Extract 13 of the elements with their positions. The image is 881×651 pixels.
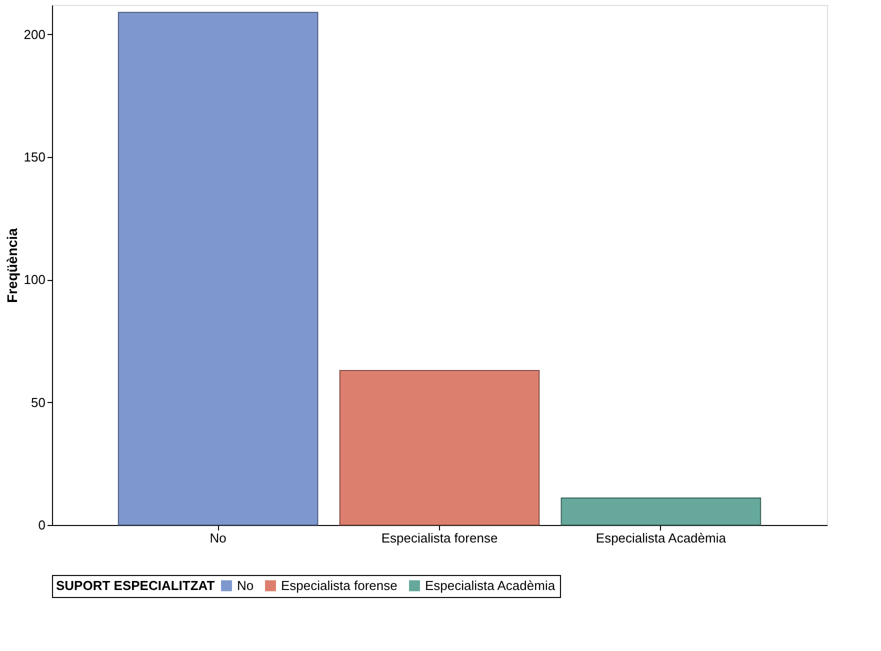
y-axis-title: Freqüència [4,228,20,303]
legend-label: Especialista forense [281,578,398,593]
y-tick-label: 0 [38,518,46,532]
x-tick-label: Especialista Acadèmia [596,530,727,546]
legend-label: Especialista Acadèmia [425,578,556,593]
y-tick-label: 150 [24,150,46,165]
y-tick-label: 50 [31,394,46,410]
y-tick-label: 200 [24,26,46,42]
legend-label: No [237,578,254,593]
y-tick-label: 100 [24,272,46,288]
x-tick-label: Especialista forense [381,530,498,546]
x-tick-label: No [210,530,226,546]
legend-title: SUPORT ESPECIALITZAT [56,578,215,593]
